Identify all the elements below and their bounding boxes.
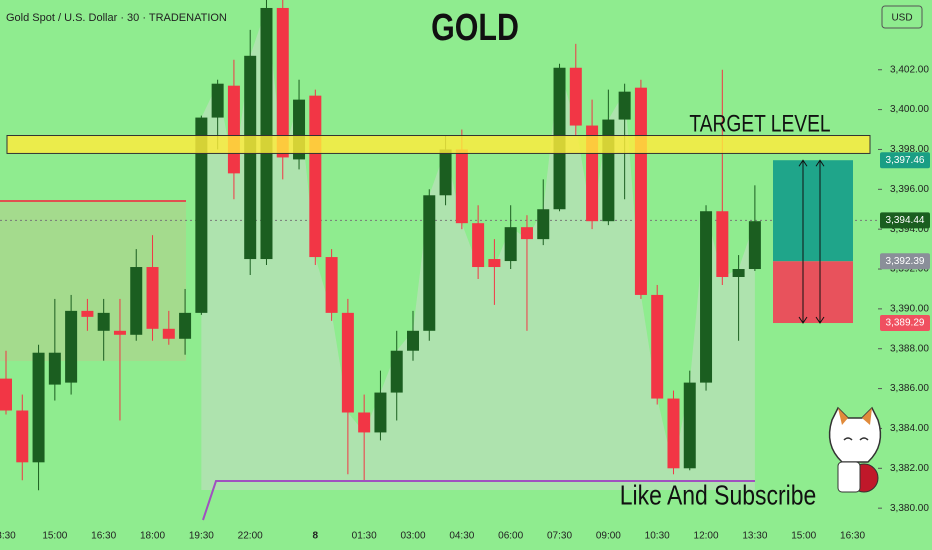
- candle-body: [276, 7, 289, 158]
- y-tick-label: 3,400.00: [890, 104, 929, 115]
- x-tick-label: 3:30: [0, 531, 16, 542]
- candle-body: [130, 267, 143, 335]
- x-tick-label: 12:00: [694, 531, 719, 542]
- candle-body: [732, 269, 745, 277]
- arrow-head: [798, 159, 808, 324]
- candle-body: [602, 119, 615, 222]
- price-label: 3,392.39: [886, 256, 925, 267]
- candle-body: [455, 149, 468, 224]
- candle-body: [651, 294, 664, 399]
- y-tick-label: 3,390.00: [890, 304, 929, 315]
- price-label-box: [880, 212, 930, 229]
- candle-body: [683, 382, 696, 469]
- candle-body: [634, 87, 647, 295]
- symbol-line: Gold Spot / U.S. Dollar · 30 · TRADENATI…: [6, 12, 227, 24]
- y-tick-label: 3,394.00: [890, 224, 929, 235]
- candle-body: [48, 352, 61, 385]
- x-tick-label: 13:30: [742, 531, 767, 542]
- x-tick-label: 09:00: [596, 531, 621, 542]
- y-tick-label: 3,396.00: [890, 184, 929, 195]
- candle-body: [146, 267, 159, 329]
- candle-body: [520, 227, 533, 240]
- target-zone: [6, 135, 871, 154]
- indicator-line: [202, 480, 755, 521]
- arrow-head: [815, 159, 825, 324]
- price-label: 3,397.46: [886, 155, 925, 166]
- candle-body: [537, 209, 550, 240]
- price-label: 3,389.29: [886, 318, 925, 329]
- candle-body: [667, 398, 680, 469]
- candle-body: [748, 221, 761, 270]
- x-tick-label: 07:30: [547, 531, 572, 542]
- candle-body: [569, 67, 582, 126]
- candle-body: [16, 410, 29, 463]
- candle-body: [488, 259, 501, 268]
- candle-body: [716, 211, 729, 277]
- candle-body: [341, 312, 354, 413]
- x-tick-label: 19:30: [189, 531, 214, 542]
- candle-body: [472, 223, 485, 268]
- candle-body: [244, 55, 257, 260]
- price-label-box: [880, 253, 930, 270]
- candle-body: [179, 312, 192, 339]
- candle-body: [325, 257, 338, 313]
- candle-body: [195, 117, 208, 313]
- y-tick-label: 3,402.00: [890, 64, 929, 75]
- candle-body: [97, 312, 110, 331]
- currency: USD: [891, 13, 912, 24]
- target-label: TARGET LEVEL: [689, 109, 830, 137]
- chart-title: GOLD: [431, 7, 519, 49]
- candle-body: [162, 328, 175, 339]
- loss-zone: [773, 261, 853, 324]
- candle-body: [700, 211, 713, 383]
- y-tick-label: 3,382.00: [890, 463, 929, 474]
- candle-body: [358, 412, 371, 433]
- candle-body: [390, 350, 403, 393]
- profit-zone: [773, 160, 853, 262]
- candle-body: [439, 149, 452, 196]
- x-tick-label: 04:30: [449, 531, 474, 542]
- x-tick-label: 01:30: [352, 531, 377, 542]
- price-label-box: [880, 315, 930, 332]
- candle-body: [227, 85, 240, 174]
- y-tick-label: 3,398.00: [890, 144, 929, 155]
- x-tick-label: 18:00: [140, 531, 165, 542]
- candle-body: [423, 195, 436, 331]
- y-tick-label: 3,384.00: [890, 423, 929, 434]
- x-tick-label: 03:00: [400, 531, 425, 542]
- y-tick-label: 3,380.00: [890, 503, 929, 514]
- x-tick-label: 15:00: [791, 531, 816, 542]
- x-tick-label: 10:30: [645, 531, 670, 542]
- candle-body: [374, 392, 387, 433]
- candle-body: [211, 83, 224, 118]
- x-tick-label: 16:30: [840, 531, 865, 542]
- price-area: [201, 7, 755, 491]
- candle-body: [618, 91, 631, 120]
- currency-box[interactable]: [881, 5, 923, 29]
- candle-body: [81, 310, 94, 317]
- y-tick-label: 3,386.00: [890, 383, 929, 394]
- cat-icon: [828, 406, 882, 493]
- candle-body: [309, 95, 322, 258]
- candle-body: [504, 227, 517, 262]
- x-tick-label: 16:30: [91, 531, 116, 542]
- candle-body: [0, 378, 12, 411]
- candle-body: [260, 7, 273, 260]
- candle-body: [65, 310, 78, 383]
- y-tick-label: 3,388.00: [890, 343, 929, 354]
- x-tick-label: 06:00: [498, 531, 523, 542]
- x-tick-label: 8: [313, 531, 319, 542]
- candle-body: [113, 330, 126, 335]
- candle-body: [32, 352, 45, 463]
- footer-text: Like And Subscribe: [620, 480, 816, 511]
- price-label: 3,394.44: [886, 215, 925, 226]
- x-tick-label: 15:00: [42, 531, 67, 542]
- price-label-box: [880, 152, 930, 169]
- x-tick-label: 22:00: [238, 531, 263, 542]
- candle-body: [407, 330, 419, 351]
